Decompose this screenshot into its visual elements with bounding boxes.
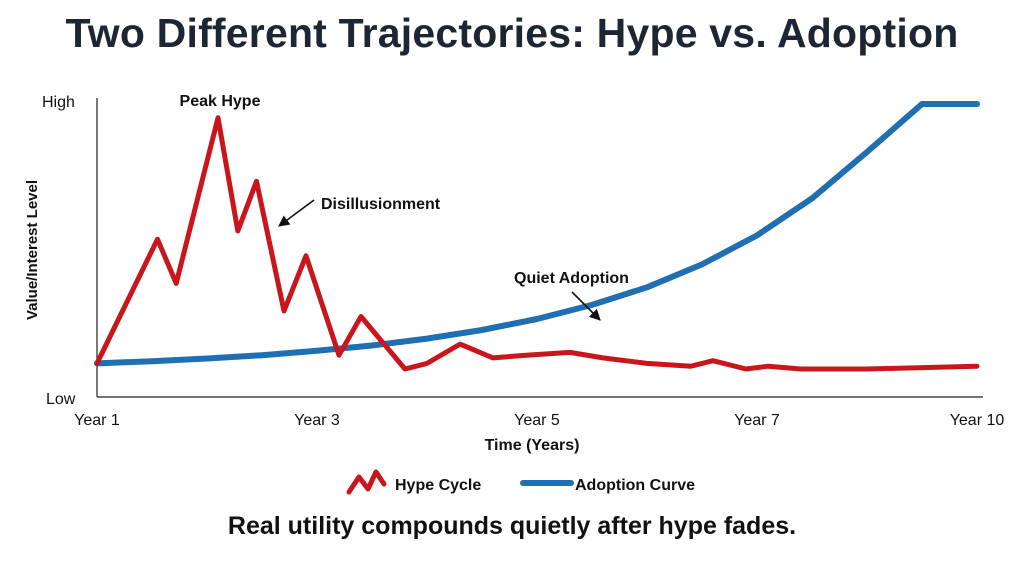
axes: High Low Year 1 Year 3 Year 5 Year 7 Year 10 Ti… (24, 94, 1004, 454)
series-layer (94, 101, 980, 372)
annotation-quiet-adoption: Quiet Adoption (514, 270, 629, 287)
annotation-layer: Peak Hype Disillusionment Quiet Adoption (180, 93, 629, 321)
y-tick-low: Low (46, 391, 76, 408)
legend: Hype Cycle Adoption Curve (346, 469, 695, 495)
annotation-peak-hype: Peak Hype (180, 93, 261, 110)
x-tick-label: Year 3 (294, 412, 340, 429)
x-tick-label: Year 1 (74, 412, 120, 429)
x-tick-label: Year 7 (734, 412, 780, 429)
y-axis-title: Value/Interest Level (24, 180, 41, 320)
chart-subtitle: Real utility compounds quietly after hyp… (227, 512, 797, 540)
chart-title: Two Different Trajectories: Hype vs. Ado… (65, 10, 959, 56)
adoption-curve-line (94, 101, 980, 367)
x-tick-label: Year 10 (950, 412, 1005, 429)
hype-cycle-line (94, 115, 980, 372)
annotation-quiet-adoption-arrow (571, 291, 601, 321)
annotation-disillusionment: Disillusionment (321, 196, 441, 213)
x-tick-label: Year 5 (514, 412, 560, 429)
legend-hype-swatch (346, 469, 387, 495)
legend-hype-label: Hype Cycle (395, 477, 481, 494)
y-tick-high: High (42, 94, 75, 111)
annotation-disillusionment-arrow (278, 199, 315, 227)
x-axis-title: Time (Years) (485, 437, 580, 454)
legend-adoption-label: Adoption Curve (575, 477, 695, 494)
